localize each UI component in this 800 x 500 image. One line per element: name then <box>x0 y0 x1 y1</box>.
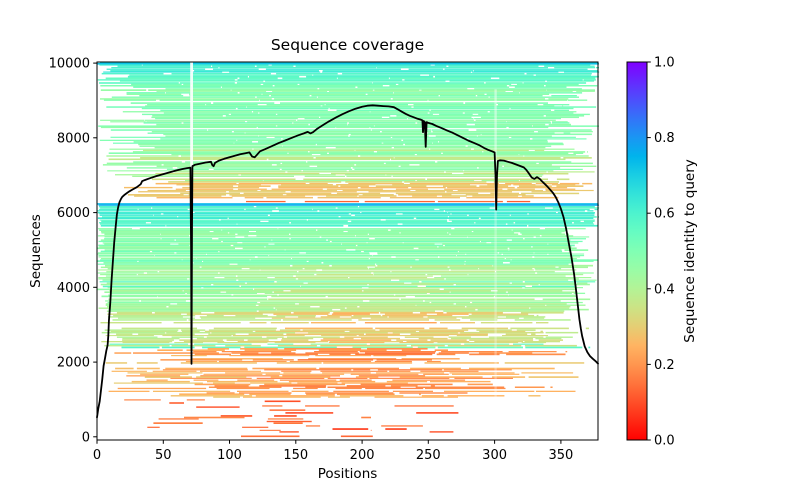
svg-text:250: 250 <box>416 448 441 463</box>
x-axis-ticks: 0 50 100 150 200 250 300 350 <box>93 440 573 463</box>
svg-text:0.4: 0.4 <box>654 282 675 297</box>
svg-text:300: 300 <box>482 448 507 463</box>
colorbar-label: Sequence identity to query <box>682 159 698 343</box>
axes-frame <box>96 61 599 441</box>
colorbar-ticks: 0.0 0.2 0.4 0.6 0.8 1.0 <box>647 56 675 449</box>
svg-text:6000: 6000 <box>57 206 90 221</box>
svg-text:100: 100 <box>217 448 242 463</box>
svg-text:0.2: 0.2 <box>654 358 675 373</box>
svg-text:0: 0 <box>93 448 101 463</box>
svg-text:150: 150 <box>283 448 308 463</box>
x-axis-label: Positions <box>317 466 378 482</box>
svg-text:200: 200 <box>350 448 375 463</box>
svg-text:1.0: 1.0 <box>654 56 675 71</box>
msa-rows <box>97 61 600 438</box>
svg-text:0.0: 0.0 <box>654 434 675 449</box>
chart-title: Sequence coverage <box>270 36 425 54</box>
svg-text:0.6: 0.6 <box>654 207 675 222</box>
y-axis-label: Sequences <box>28 214 44 288</box>
colorbar <box>626 61 648 441</box>
svg-text:50: 50 <box>155 448 172 463</box>
svg-text:0.8: 0.8 <box>654 131 675 146</box>
svg-text:10000: 10000 <box>49 57 90 72</box>
y-axis-ticks: 0 2000 4000 6000 8000 10000 <box>49 57 97 445</box>
svg-text:0: 0 <box>82 430 90 445</box>
svg-text:2000: 2000 <box>57 356 90 371</box>
svg-text:8000: 8000 <box>57 131 90 146</box>
coverage-line <box>96 104 599 419</box>
svg-text:4000: 4000 <box>57 281 90 296</box>
svg-text:350: 350 <box>548 448 573 463</box>
